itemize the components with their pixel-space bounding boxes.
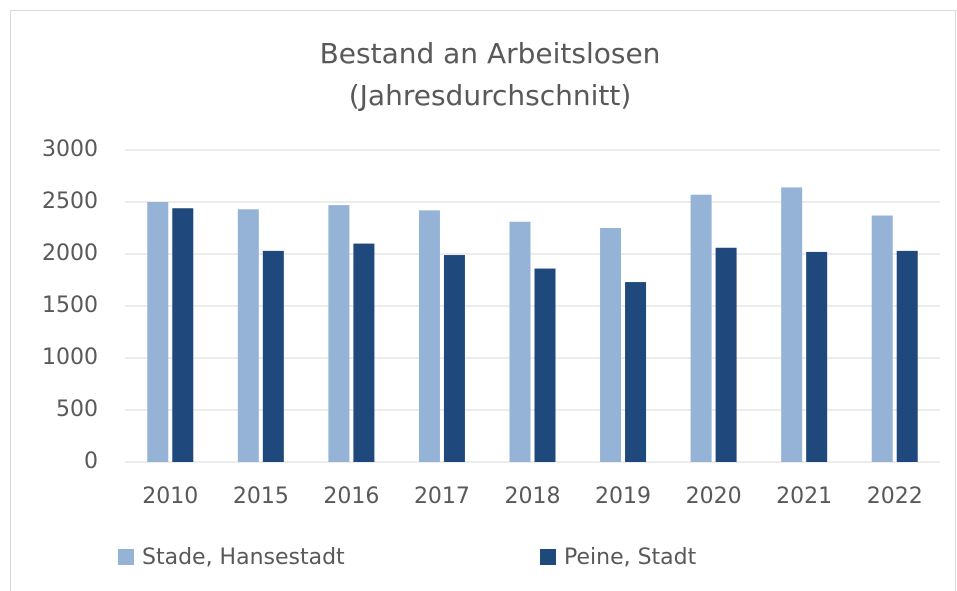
- x-tick-label: 2015: [233, 484, 289, 509]
- bar: [781, 187, 803, 462]
- bar: [328, 205, 350, 462]
- x-tick-label: 2019: [595, 484, 651, 509]
- legend-swatch: [540, 549, 556, 565]
- chart-title: (Jahresdurchschnitt): [349, 79, 632, 112]
- bar: [625, 282, 647, 462]
- y-tick-label: 2000: [42, 241, 98, 266]
- bar: [806, 251, 828, 462]
- bar: [262, 250, 284, 462]
- y-tick-label: 1000: [42, 345, 98, 370]
- bar: [534, 268, 556, 462]
- legend-swatch: [118, 549, 134, 565]
- legend-label: Peine, Stadt: [564, 545, 697, 570]
- x-tick-label: 2020: [686, 484, 742, 509]
- chart-title: Bestand an Arbeitslosen: [320, 37, 661, 70]
- x-tick-label: 2017: [414, 484, 470, 509]
- bar: [237, 209, 259, 462]
- y-tick-label: 1500: [42, 293, 98, 318]
- x-tick-label: 2021: [776, 484, 832, 509]
- bar: [353, 243, 375, 462]
- bar: [690, 194, 712, 462]
- y-tick-label: 2500: [42, 189, 98, 214]
- legend-label: Stade, Hansestadt: [142, 545, 345, 570]
- y-tick-label: 0: [84, 449, 98, 474]
- bar: [871, 215, 893, 462]
- bar: [443, 255, 465, 462]
- bar: [172, 208, 194, 462]
- bar: [600, 228, 622, 462]
- bar: [715, 247, 737, 462]
- x-tick-label: 2010: [142, 484, 198, 509]
- chart-frame: [10, 10, 956, 591]
- bar: [418, 210, 440, 462]
- x-tick-label: 2016: [323, 484, 379, 509]
- bar: [147, 202, 169, 462]
- bar: [509, 221, 531, 462]
- bar: [896, 250, 918, 462]
- y-tick-label: 500: [56, 397, 98, 422]
- x-tick-label: 2022: [867, 484, 923, 509]
- y-tick-label: 3000: [42, 137, 98, 162]
- x-tick-label: 2018: [505, 484, 561, 509]
